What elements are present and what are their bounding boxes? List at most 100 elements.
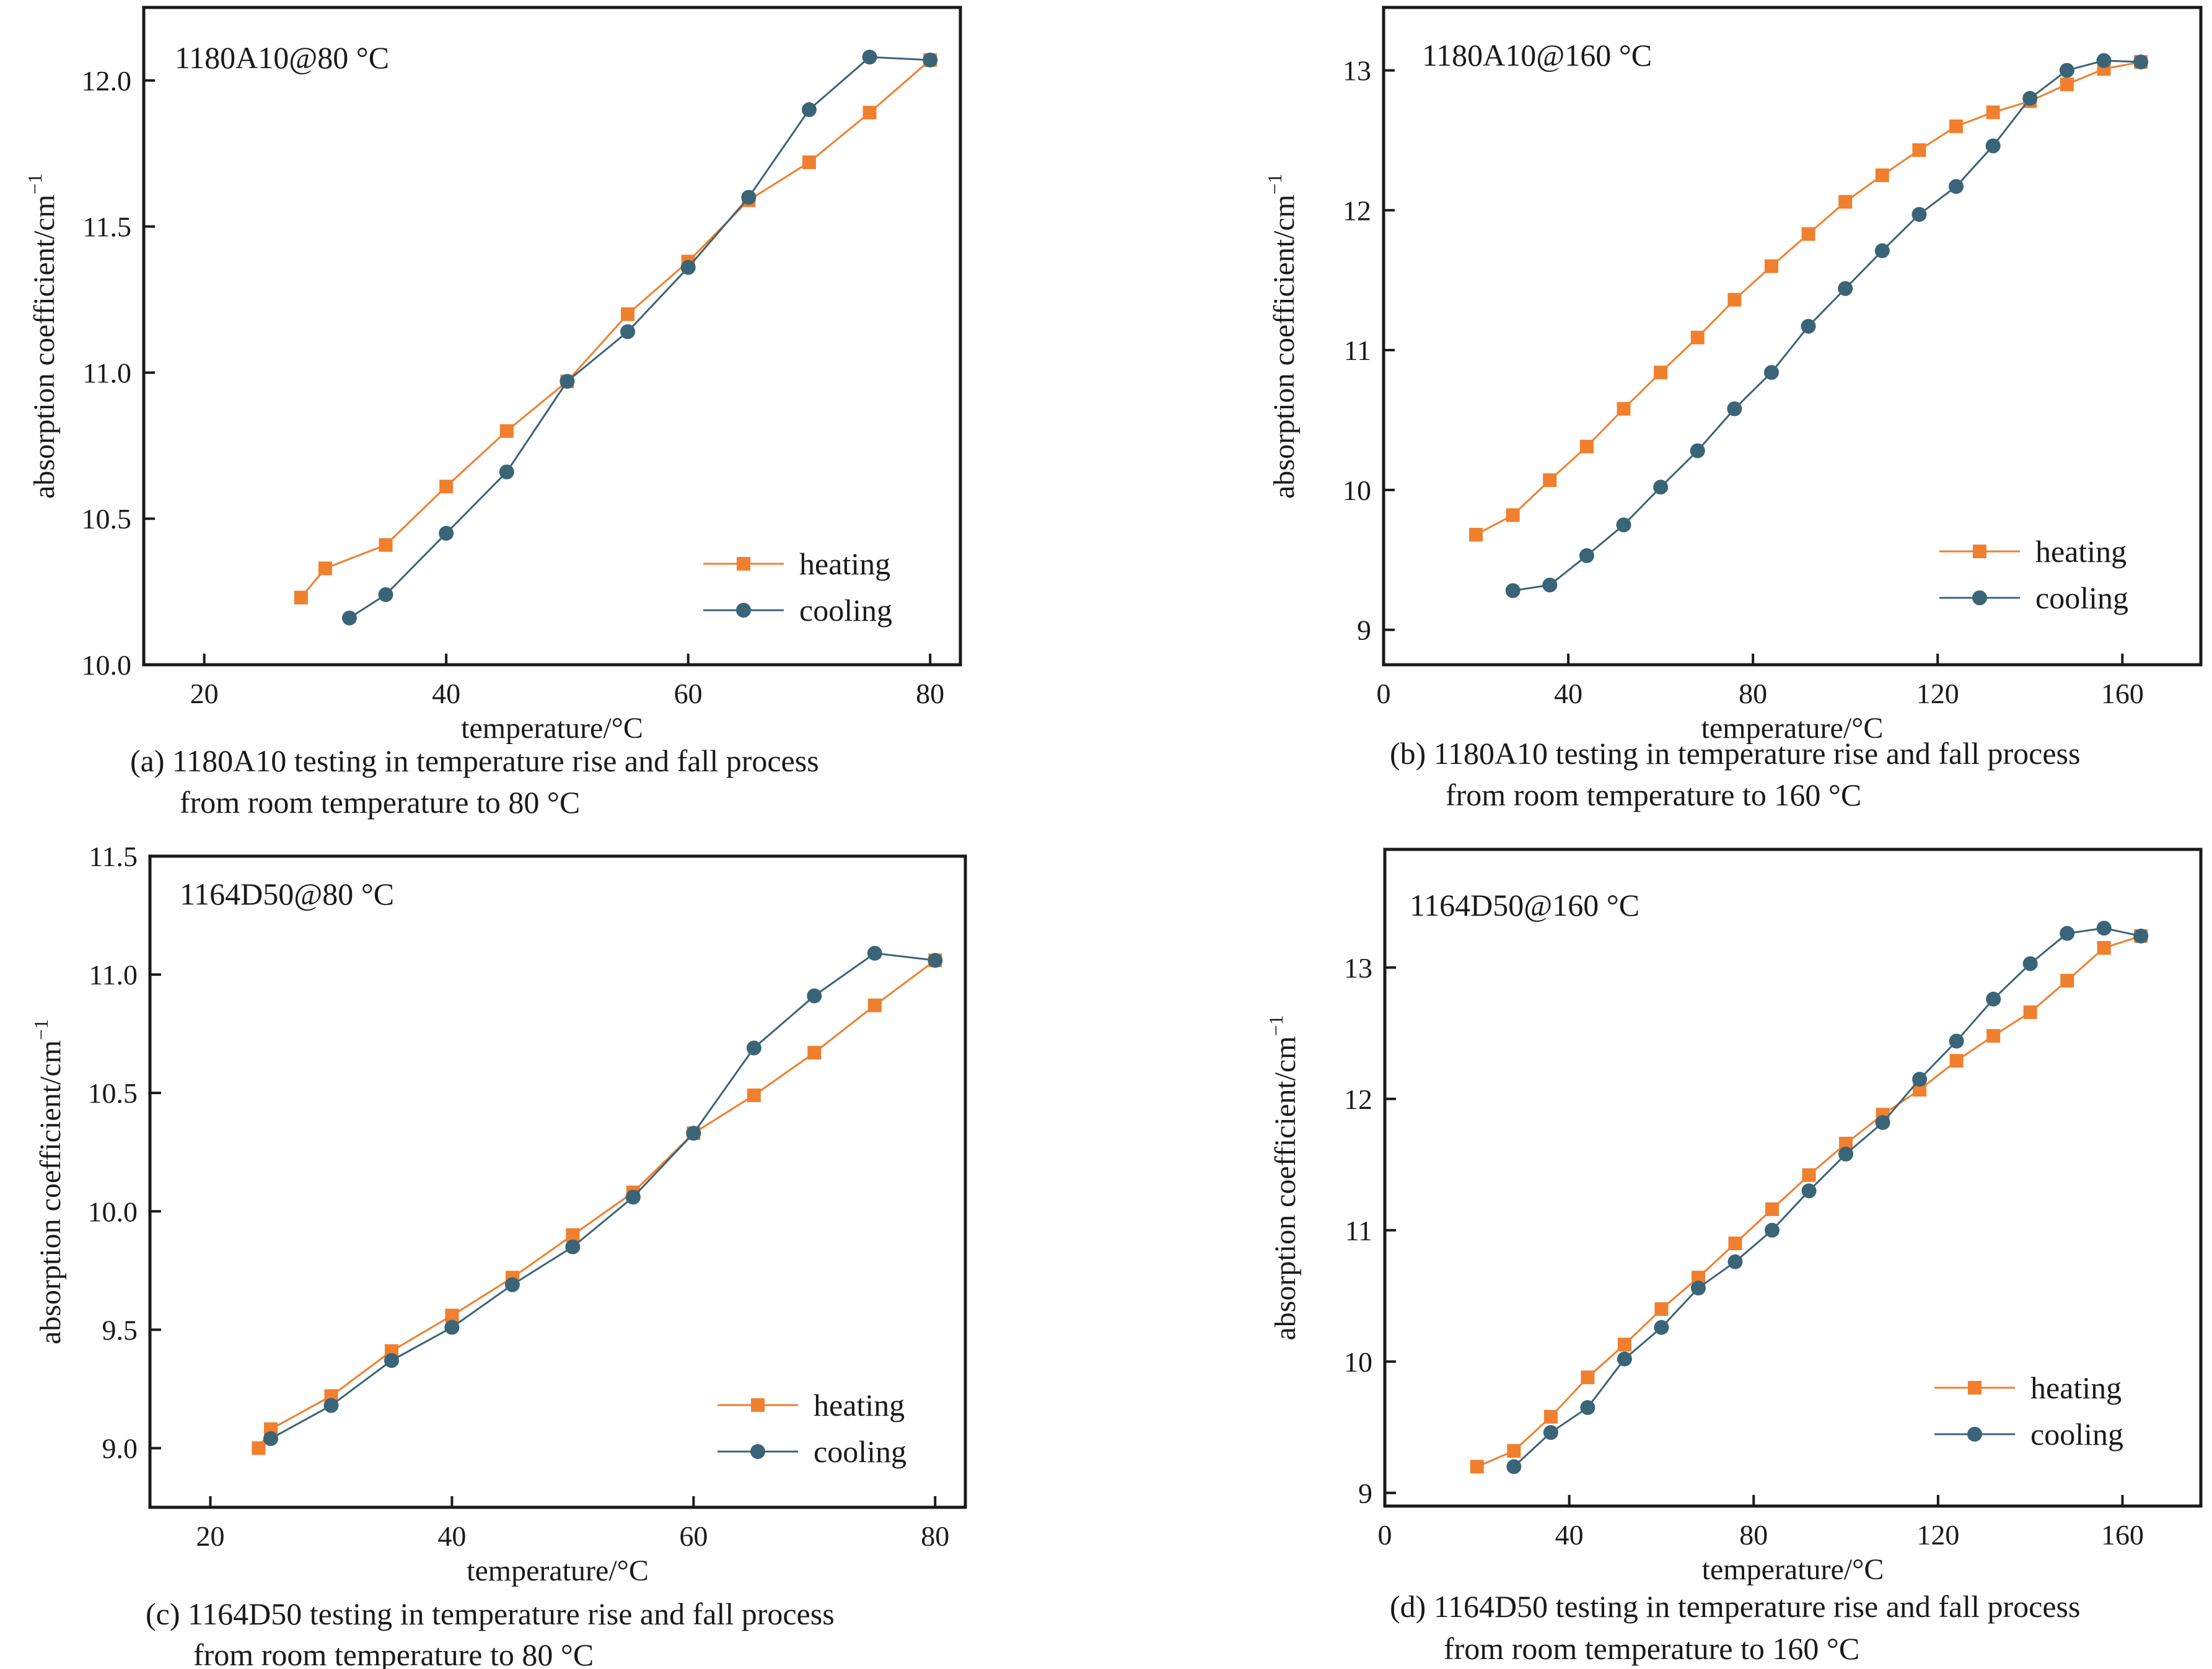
series-cooling	[1506, 921, 2149, 1474]
data-point-heating	[2060, 974, 2074, 988]
y-tick-label: 11.0	[82, 357, 131, 388]
y-axis-title: absorption coefficient/cm−1	[1263, 173, 1301, 499]
data-point-heating	[379, 538, 393, 552]
y-tick-label: 9.5	[102, 1314, 138, 1346]
data-point-cooling	[1986, 991, 2001, 1007]
legend-label-cooling: cooling	[2035, 580, 2128, 615]
data-point-cooling	[1801, 1183, 1817, 1199]
data-point-heating	[1913, 1082, 1927, 1097]
legend-marker-heating	[1968, 1381, 1982, 1395]
data-point-cooling	[1542, 577, 1558, 593]
y-tick-label: 13	[1343, 55, 1371, 87]
data-point-cooling	[341, 610, 357, 626]
data-point-heating	[499, 424, 514, 438]
x-axis-title: temperature/°C	[461, 712, 643, 745]
data-point-heating	[1986, 105, 2000, 120]
x-tick-label: 20	[190, 678, 219, 709]
data-point-cooling	[2059, 63, 2074, 78]
y-tick-label: 11.5	[89, 841, 138, 872]
x-tick-label: 160	[2101, 1519, 2144, 1551]
legend-marker-cooling	[736, 603, 751, 618]
data-point-cooling	[1506, 1459, 1522, 1474]
data-point-cooling	[1874, 243, 1890, 258]
x-tick-label: 120	[1916, 678, 1959, 709]
y-axis-title-text: absorption coefficient/cm	[34, 1040, 67, 1344]
x-tick-label: 0	[1377, 678, 1391, 709]
series-line-cooling	[349, 56, 931, 619]
data-point-cooling	[741, 190, 757, 205]
y-tick-label: 12	[1343, 195, 1371, 226]
y-axis-title-superscript: −1	[30, 1019, 52, 1040]
data-point-cooling	[1727, 1254, 1743, 1269]
data-point-cooling	[2060, 926, 2075, 941]
data-point-heating	[439, 480, 454, 494]
caption-line-2: from room temperature to 80 °C	[193, 1637, 594, 1669]
chart-panel-4: 0 40 80 120 160 9 10 11 12 13 temperature/°C absorp…	[1265, 848, 2203, 1666]
data-point-heating	[867, 998, 882, 1012]
y-axis-title-text: absorption coefficient/cm	[28, 195, 61, 499]
y-tick-label: 11.0	[89, 959, 138, 991]
plot-frame	[148, 854, 967, 1509]
data-point-cooling	[2022, 90, 2038, 106]
plot-frame	[142, 6, 962, 667]
data-point-heating	[318, 561, 332, 576]
x-tick-label: 60	[674, 678, 703, 709]
data-point-heating	[1690, 330, 1705, 344]
data-point-cooling	[384, 1353, 399, 1369]
legend-marker-heating	[737, 557, 750, 571]
data-point-heating	[2060, 77, 2074, 92]
data-point-heating	[252, 1441, 266, 1455]
y-axis-title: absorption coefficient/cm−1	[30, 1019, 67, 1344]
data-point-cooling	[1617, 1351, 1632, 1367]
series-line-cooling	[1512, 59, 2141, 592]
data-point-cooling	[1763, 365, 1779, 380]
series-line-heating	[300, 59, 931, 598]
data-point-heating	[1691, 1271, 1705, 1285]
data-point-heating	[1838, 195, 1853, 209]
legend-marker-heating	[751, 1398, 765, 1412]
data-point-cooling	[1543, 1425, 1558, 1440]
series-line-cooling	[1513, 927, 2141, 1468]
series-line-heating	[258, 959, 936, 1449]
panel-label: 1164D50@160 °C	[1410, 888, 1639, 922]
data-point-heating	[807, 1046, 822, 1060]
data-point-cooling	[1838, 281, 1853, 296]
legend: heating cooling	[718, 1388, 906, 1469]
legend: heating cooling	[1939, 534, 2128, 615]
caption-line-1: (a) 1180A10 testing in temperature rise …	[130, 743, 819, 778]
y-axis-title-text: absorption coefficient/cm	[1269, 1036, 1302, 1341]
x-tick-label: 120	[1916, 1519, 1959, 1551]
y-tick-label: 10.5	[82, 503, 132, 535]
data-point-cooling	[565, 1239, 581, 1255]
data-point-cooling	[801, 102, 817, 118]
y-tick-label: 13	[1344, 952, 1372, 984]
panel-label: 1180A10@160 °C	[1422, 38, 1652, 72]
series-line-heating	[1475, 61, 2141, 536]
data-point-cooling	[504, 1277, 520, 1292]
y-tick-label: 11	[1345, 1215, 1372, 1246]
legend-label-heating: heating	[2030, 1370, 2122, 1405]
data-point-cooling	[2096, 53, 2112, 68]
y-tick-label: 10	[1343, 475, 1371, 506]
data-point-heating	[747, 1089, 761, 1103]
y-tick-label: 10	[1344, 1346, 1372, 1378]
data-point-heating	[566, 1228, 580, 1242]
data-point-cooling	[923, 52, 938, 68]
data-point-heating	[1949, 119, 1964, 133]
legend-marker-cooling	[1967, 1427, 1982, 1442]
data-point-cooling	[1727, 401, 1742, 416]
x-axis-title: temperature/°C	[1702, 1553, 1884, 1586]
panel-label: 1180A10@80 °C	[175, 40, 389, 75]
x-tick-label: 80	[1739, 1519, 1768, 1551]
series-heating	[252, 953, 942, 1455]
data-point-heating	[1765, 1202, 1780, 1216]
y-axis-title-superscript: −1	[1265, 1015, 1287, 1036]
caption-line-1: (c) 1164D50 testing in temperature rise …	[146, 1597, 835, 1631]
x-axis-title: temperature/°C	[1701, 712, 1884, 745]
y-tick-label: 11	[1344, 335, 1371, 366]
y-tick-label: 10.0	[82, 649, 132, 681]
data-point-cooling	[2096, 921, 2112, 936]
chart-panel-2: 0 40 80 120 160 9 10 11 12 13 temperature/°C absorp…	[1263, 6, 2203, 812]
data-point-heating	[1875, 168, 1889, 182]
caption-line-2: from room temperature to 160 °C	[1444, 1631, 1859, 1666]
